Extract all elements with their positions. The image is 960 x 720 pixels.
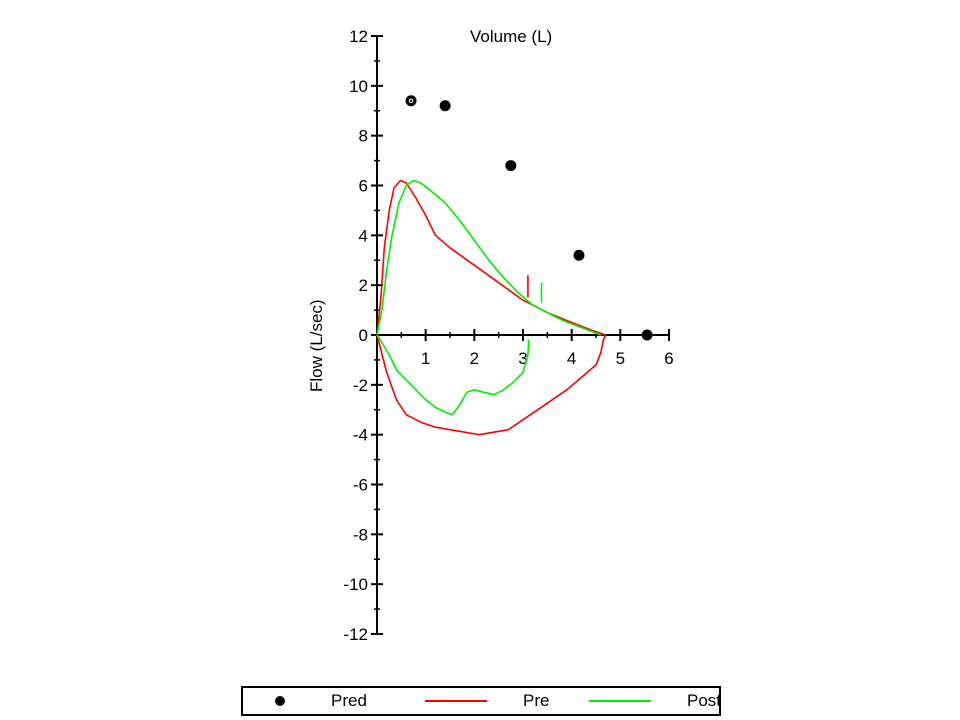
y-tick-label: -10: [343, 575, 368, 594]
x-tick-label: 5: [616, 349, 625, 368]
y-tick-label: 6: [359, 177, 368, 196]
x-tick-label: 6: [664, 349, 673, 368]
pred-point: [641, 329, 653, 341]
legend-pred-marker: [275, 696, 285, 706]
legend-item-post: Post: [589, 688, 721, 714]
y-tick-label: -12: [343, 625, 368, 644]
post-inspiratory-curve: [376, 334, 530, 416]
x-tick-label: 2: [470, 349, 479, 368]
x-tick-label: 3: [518, 349, 527, 368]
y-tick-label: 12: [349, 27, 368, 46]
legend-post-swatch: [589, 700, 651, 702]
y-tick-label: 2: [359, 276, 368, 295]
pred-point: [439, 100, 451, 112]
x-axis-title: Volume (L): [470, 27, 552, 46]
y-tick-label: 10: [349, 77, 368, 96]
pred-point-center: [409, 99, 413, 102]
series-group: [376, 95, 653, 436]
legend-item-pred: Pred: [275, 688, 367, 714]
x-tick-labels: 1 2 3 4 5 6: [421, 349, 674, 368]
legend-pre-label: Pre: [523, 691, 550, 710]
y-tick-labels: 12 10 8 6 4 2 0 -2 -4 -6 -8 -10 -12: [343, 27, 368, 644]
legend: Pred Pre Post: [241, 686, 721, 716]
legend-pred-label: Pred: [331, 691, 367, 710]
y-tick-label: 0: [359, 326, 368, 345]
x-tick-label: 1: [421, 349, 430, 368]
y-tick-label: -8: [353, 525, 368, 544]
pred-point: [573, 249, 585, 261]
pre-expiratory-curve: [376, 179, 606, 336]
legend-pre-swatch: [425, 700, 487, 702]
y-tick-label: 4: [359, 226, 368, 245]
pre-inspiratory-curve: [376, 334, 607, 436]
y-tick-label: 8: [359, 127, 368, 146]
x-tick-label: 4: [567, 349, 576, 368]
pred-point: [505, 160, 517, 172]
legend-item-pre: Pre: [425, 688, 549, 714]
y-axis-title: Flow (L/sec): [307, 299, 326, 392]
y-tick-label: -2: [353, 376, 368, 395]
grid-and-axes: [371, 35, 670, 635]
legend-post-label: Post: [687, 691, 722, 710]
y-tick-label: -6: [353, 476, 368, 495]
post-expiratory-curve: [376, 179, 602, 336]
y-tick-label: -4: [353, 426, 368, 445]
